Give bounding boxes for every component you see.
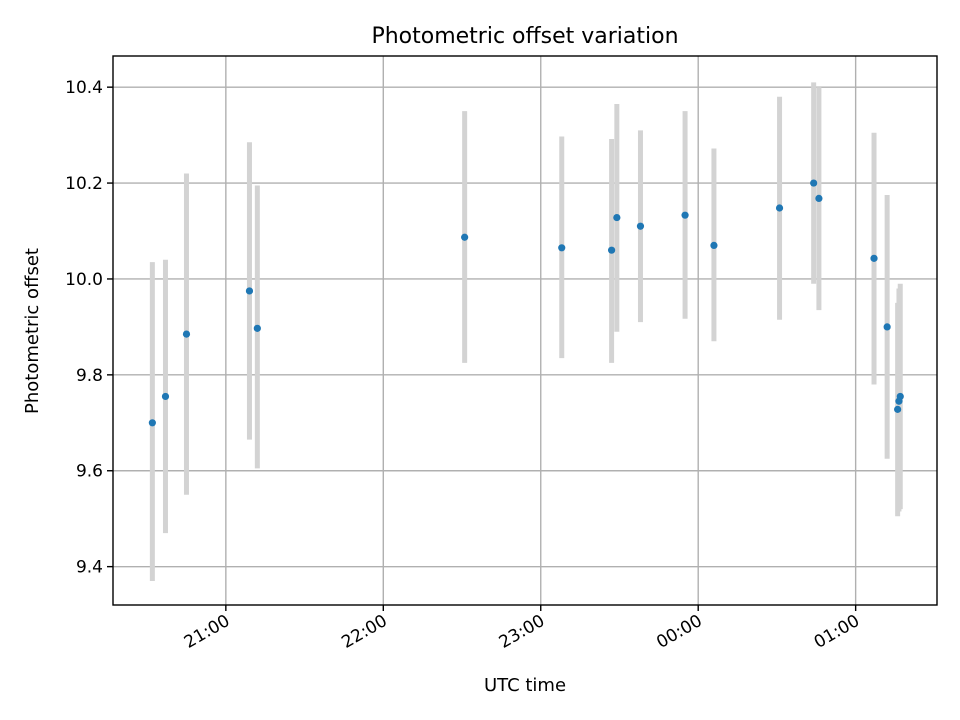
data-point [896,392,904,401]
y-axis-label: Photometric offset [22,248,43,414]
data-points [148,179,904,427]
chart-title: Photometric offset variation [371,24,678,49]
data-point [810,179,818,187]
y-tick-label: 10.2 [65,174,103,194]
error-bars [149,82,903,582]
data-point [883,323,891,331]
y-tick-label: 10.4 [65,78,103,98]
data-point [161,392,170,401]
y-tick-label: 9.4 [76,558,103,578]
data-point [613,213,621,222]
data-point [636,222,645,230]
data-point [558,244,566,252]
data-point [245,287,254,295]
data-point [681,211,689,219]
x-tick-label: 00:00 [653,611,705,653]
data-point [253,324,261,332]
y-tick-label: 10.0 [65,270,103,290]
data-point [815,194,823,203]
data-point [894,405,902,413]
y-tick-label: 9.8 [76,366,103,386]
data-point [148,419,156,427]
data-point [461,233,469,241]
x-tick-label: 01:00 [811,611,863,653]
data-point [607,246,616,254]
x-tick-label: 23:00 [496,611,548,653]
y-tick-label: 9.6 [76,462,103,482]
data-point [870,254,878,262]
plot-frame [112,55,938,606]
data-point [182,330,191,338]
data-point [775,204,784,212]
x-axis-label: UTC time [484,675,566,696]
data-point [710,241,718,249]
x-tick-label: 21:00 [181,611,233,653]
grid-lines [113,56,937,605]
x-tick-label: 22:00 [338,611,390,653]
